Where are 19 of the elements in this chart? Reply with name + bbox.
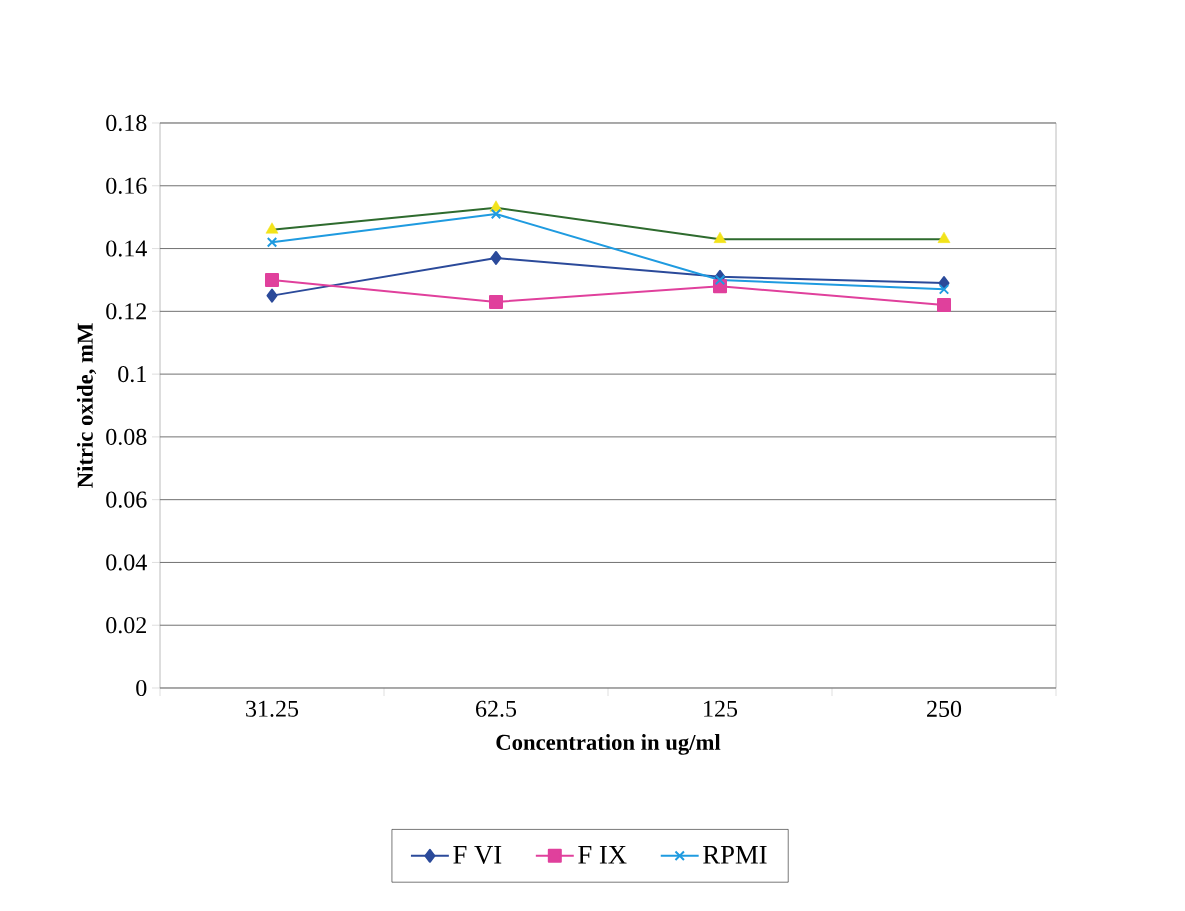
y-tick-label: 0 — [136, 679, 147, 697]
y-tick-label: 0.1 — [118, 365, 146, 383]
legend-label: F IX — [578, 846, 627, 864]
x-tick-label: 62.5 — [476, 700, 517, 717]
x-tick-label: 31.25 — [246, 700, 299, 717]
y-tick-label: 0.06 — [106, 491, 147, 508]
legend-label: F VI — [453, 846, 502, 864]
y-tick-label: 0.02 — [106, 617, 146, 634]
legend-label: RPMI — [703, 846, 767, 864]
y-tick-label: 0.04 — [106, 554, 147, 571]
y-tick-label: 0.14 — [106, 240, 147, 257]
x-tick-label: 250 — [927, 700, 962, 717]
y-tick-label: 0.12 — [106, 303, 146, 320]
y-tick-label: 0.18 — [106, 114, 147, 132]
y-tick-label: 0.16 — [106, 177, 147, 194]
x-tick-label: 125 — [704, 700, 738, 717]
x-axis-title: Concentration in ug/ml — [496, 734, 721, 755]
y-tick-label: 0.08 — [106, 428, 147, 446]
y-axis-title: Nitric oxide, mM — [76, 323, 97, 488]
